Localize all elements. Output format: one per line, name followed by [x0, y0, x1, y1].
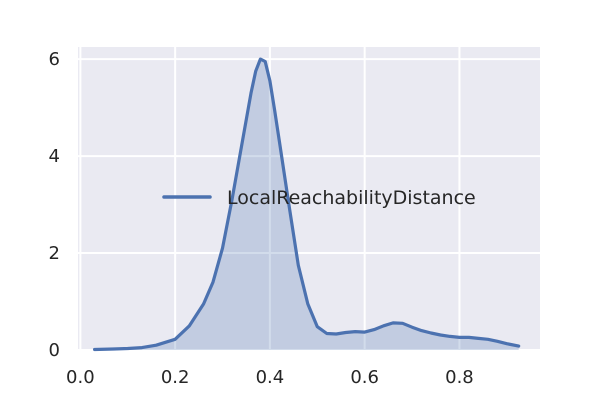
kde-line-0: [93, 57, 521, 352]
x-tick-label-2: 0.4: [256, 367, 285, 388]
legend-label: LocalReachabilityDistance: [227, 187, 476, 209]
y-tick-label-0: 0: [49, 340, 60, 361]
x-tick-label-1: 0.2: [161, 367, 190, 388]
tick-labels: 0.0 0.2 0.4 0.6 0.8 0 2 4 6: [49, 49, 474, 388]
legend: LocalReachabilityDistance: [162, 187, 476, 209]
y-tick-label-3: 6: [49, 49, 60, 70]
x-tick-label-3: 0.6: [350, 367, 379, 388]
x-tick-label-0: 0.0: [66, 367, 95, 388]
x-tick-label-4: 0.8: [445, 367, 474, 388]
y-tick-label-2: 4: [49, 146, 60, 167]
y-tick-label-1: 2: [49, 243, 60, 264]
data-layer: [93, 57, 521, 352]
plot-area: [78, 47, 540, 350]
